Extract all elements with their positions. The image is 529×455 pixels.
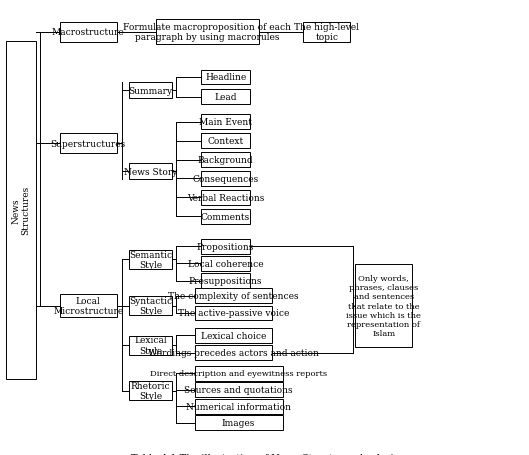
FancyBboxPatch shape — [195, 415, 282, 430]
Text: Headline: Headline — [205, 73, 246, 82]
FancyBboxPatch shape — [195, 366, 282, 381]
FancyBboxPatch shape — [195, 345, 272, 360]
Text: Context: Context — [207, 137, 244, 146]
Text: Rhetoric
Style: Rhetoric Style — [131, 381, 170, 400]
FancyBboxPatch shape — [201, 210, 250, 224]
Text: Verbal Reactions: Verbal Reactions — [187, 193, 264, 202]
Text: Consequences: Consequences — [193, 175, 259, 183]
Text: Only words,
phrases, clauses
and sentences
that relate to the
issue which is the: Only words, phrases, clauses and sentenc… — [346, 274, 421, 338]
Text: The active-passive voice: The active-passive voice — [178, 309, 289, 318]
Text: Main Event: Main Event — [199, 118, 252, 127]
Text: Lexical choice: Lexical choice — [200, 331, 266, 340]
Text: Presuppositions: Presuppositions — [189, 277, 262, 286]
Text: Local
Microstructure: Local Microstructure — [53, 296, 123, 316]
Text: Numerical information: Numerical information — [186, 402, 291, 411]
Text: Summary: Summary — [129, 86, 172, 96]
FancyBboxPatch shape — [195, 399, 282, 414]
Text: The high-level
topic: The high-level topic — [294, 23, 359, 42]
Text: Macrostructure: Macrostructure — [52, 28, 125, 37]
FancyBboxPatch shape — [129, 381, 172, 400]
FancyBboxPatch shape — [60, 23, 117, 42]
FancyBboxPatch shape — [129, 296, 172, 315]
FancyBboxPatch shape — [201, 90, 250, 105]
Text: News
Structures: News Structures — [11, 186, 31, 235]
FancyBboxPatch shape — [60, 134, 117, 154]
FancyBboxPatch shape — [201, 134, 250, 149]
FancyBboxPatch shape — [156, 20, 259, 46]
Text: Propositions: Propositions — [197, 242, 254, 251]
FancyBboxPatch shape — [195, 383, 282, 397]
FancyBboxPatch shape — [355, 265, 412, 347]
Text: Table 4.1 The illustration of News Structures Analysis: Table 4.1 The illustration of News Struc… — [131, 453, 398, 455]
Text: Formulate macroproposition of each
paragraph by using macrorules: Formulate macroproposition of each parag… — [123, 23, 291, 42]
Text: Direct description and eyewitness reports: Direct description and eyewitness report… — [150, 369, 327, 377]
Text: Sources and quotations: Sources and quotations — [184, 385, 293, 394]
FancyBboxPatch shape — [6, 41, 36, 379]
FancyBboxPatch shape — [304, 23, 350, 42]
FancyBboxPatch shape — [201, 172, 250, 187]
FancyBboxPatch shape — [129, 336, 172, 355]
FancyBboxPatch shape — [195, 328, 272, 343]
Text: Images: Images — [222, 418, 256, 427]
FancyBboxPatch shape — [129, 250, 172, 269]
Text: The complexity of sentences: The complexity of sentences — [168, 292, 299, 300]
Text: Lead: Lead — [214, 93, 237, 102]
FancyBboxPatch shape — [201, 274, 250, 288]
Text: Superstructures: Superstructures — [51, 139, 126, 148]
Text: News Story: News Story — [124, 167, 177, 176]
FancyBboxPatch shape — [201, 257, 250, 271]
Text: Syntactic
Style: Syntactic Style — [129, 296, 172, 316]
FancyBboxPatch shape — [201, 115, 250, 130]
FancyBboxPatch shape — [201, 71, 250, 85]
FancyBboxPatch shape — [195, 306, 272, 321]
Text: Semantic
Style: Semantic Style — [129, 250, 172, 269]
Text: Local coherence: Local coherence — [188, 259, 263, 268]
FancyBboxPatch shape — [129, 83, 172, 99]
FancyBboxPatch shape — [201, 191, 250, 206]
FancyBboxPatch shape — [195, 288, 272, 303]
FancyBboxPatch shape — [60, 294, 117, 317]
Text: Lexical
Style: Lexical Style — [134, 336, 167, 355]
Text: Comments: Comments — [201, 212, 250, 222]
FancyBboxPatch shape — [129, 163, 172, 180]
FancyBboxPatch shape — [201, 153, 250, 167]
FancyBboxPatch shape — [201, 239, 250, 254]
Text: Wordings precedes actors and action: Wordings precedes actors and action — [148, 349, 319, 357]
Text: Background: Background — [198, 156, 253, 165]
